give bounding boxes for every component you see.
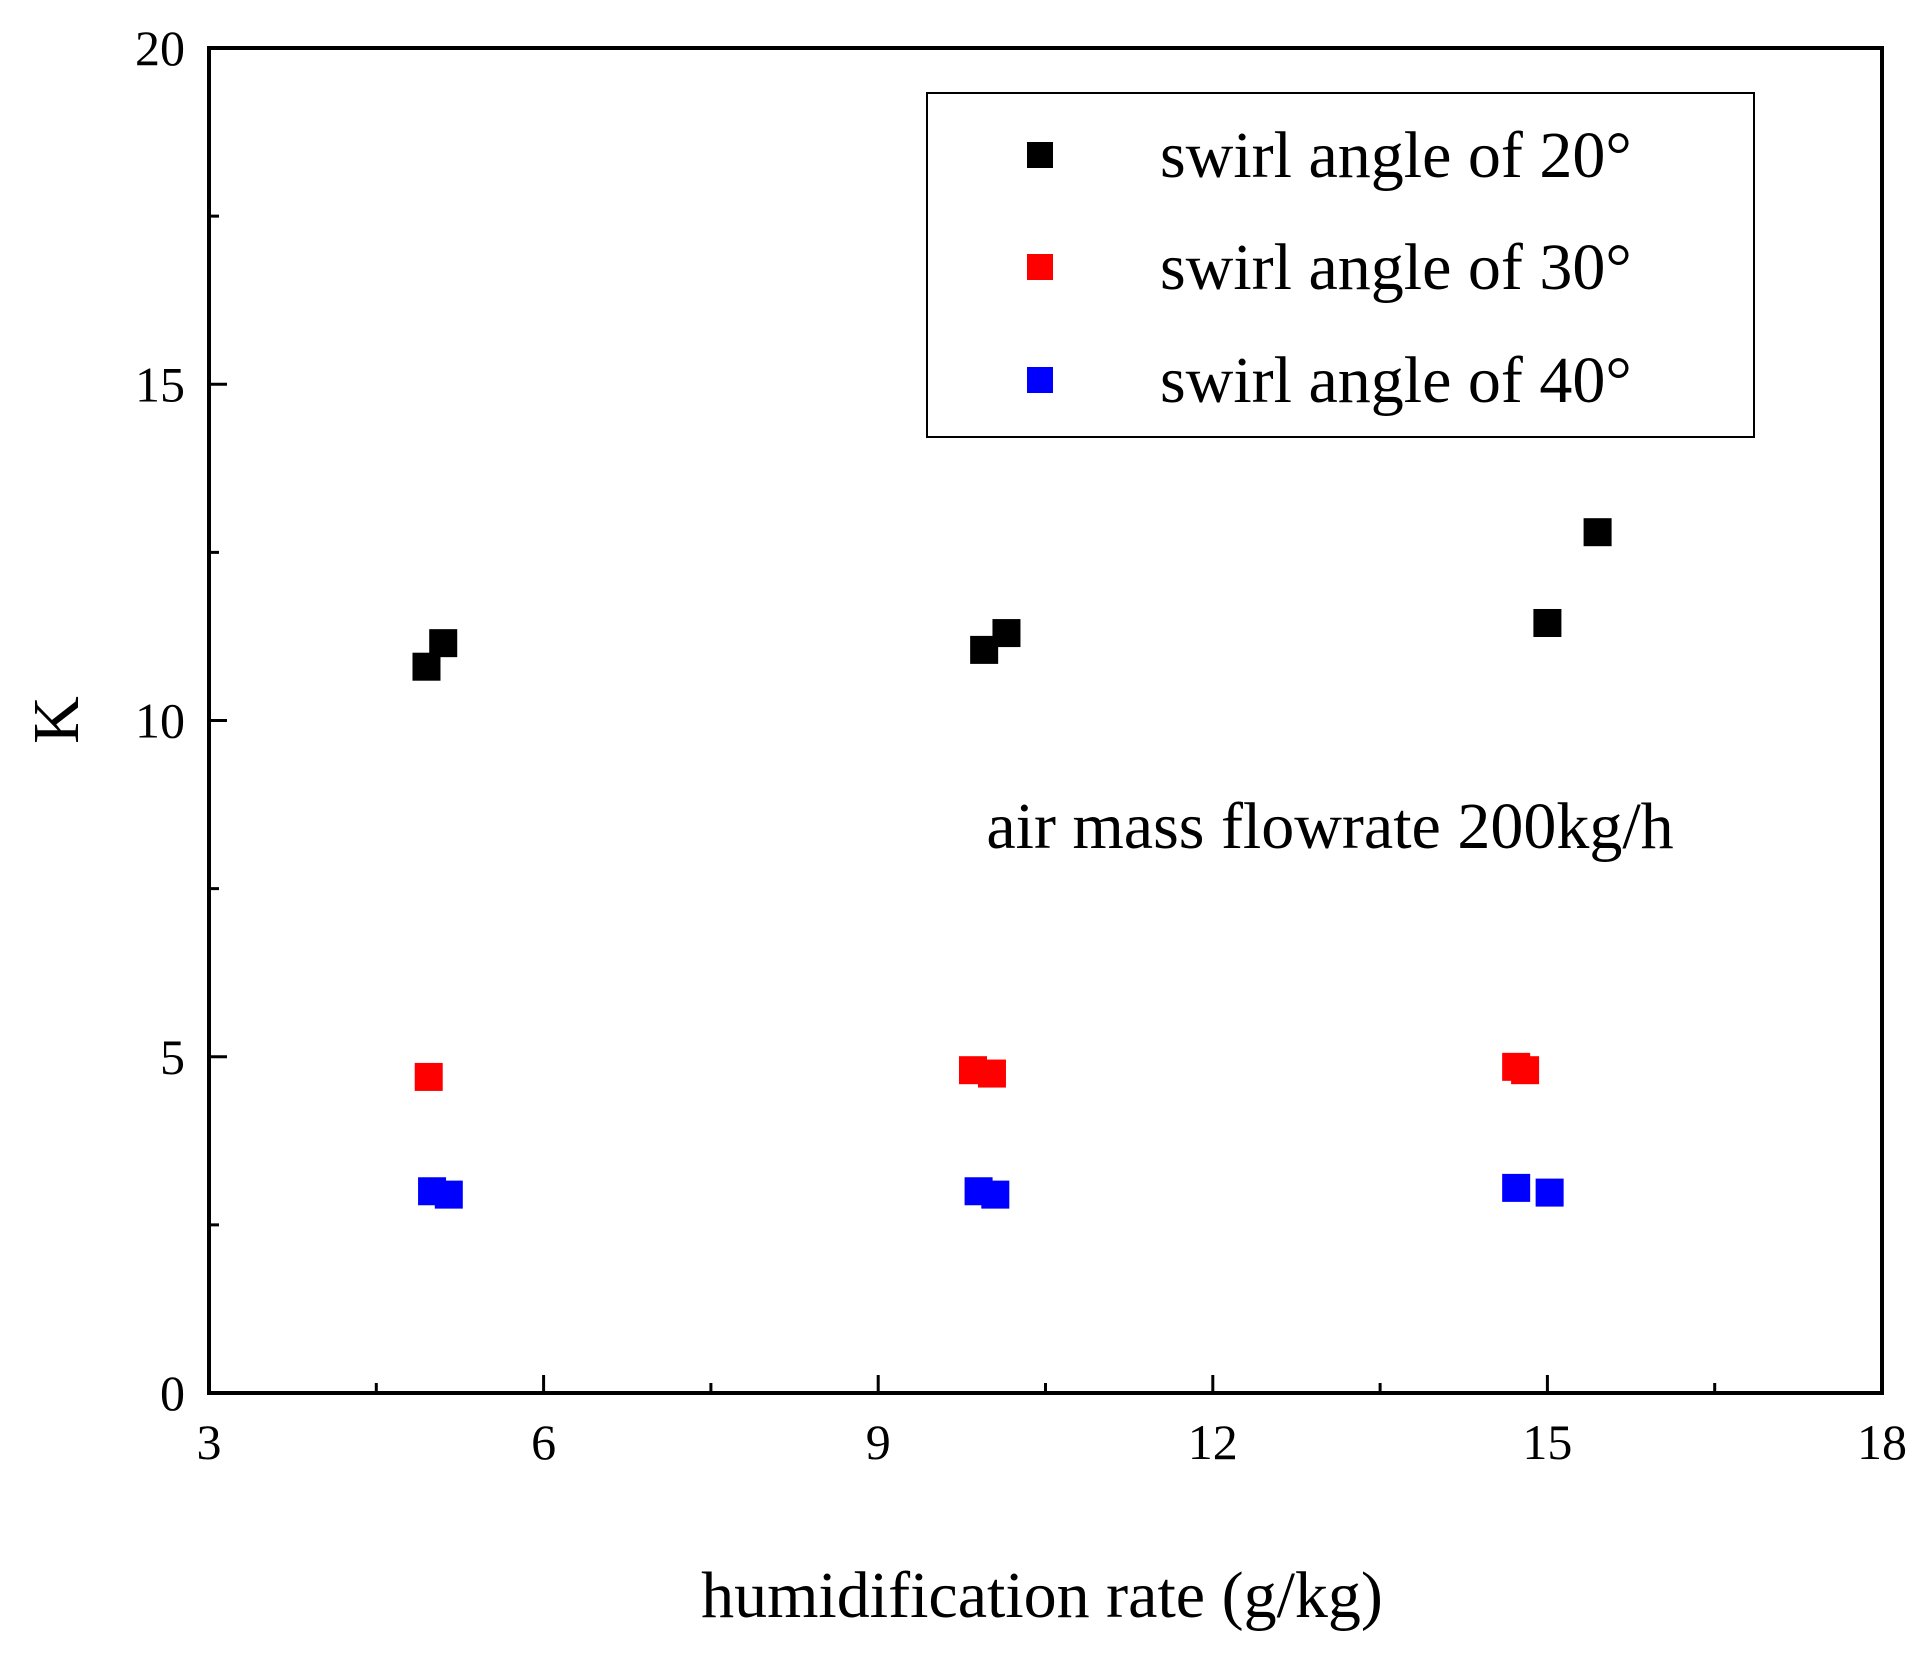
legend-label: swirl angle of 20° [1160, 119, 1632, 192]
plot-frame [207, 46, 1884, 1395]
data-points [412, 518, 1612, 1209]
annotation-text: air mass flowrate 200kg/h [986, 790, 1673, 863]
data-point [981, 1180, 1010, 1209]
y-tick-label: 0 [160, 1365, 185, 1421]
data-point [434, 1180, 463, 1209]
x-tick-label: 6 [531, 1414, 556, 1470]
data-point [1511, 1056, 1540, 1085]
data-point [414, 1062, 443, 1091]
y-tick-label: 20 [135, 20, 185, 76]
axis-tick-labels: 3 6 9 12 15 18 0 5 10 15 20 [135, 20, 1907, 1470]
data-point [1502, 1173, 1531, 1202]
legend-box [926, 92, 1755, 438]
data-point [1583, 518, 1612, 547]
legend: swirl angle of 20° swirl angle of 30° swir… [926, 92, 1755, 438]
x-tick-label: 3 [197, 1414, 222, 1470]
legend-label: swirl angle of 40° [1160, 344, 1632, 417]
legend-marker [1027, 367, 1053, 393]
x-axis-title: humidification rate (g/kg) [701, 1559, 1383, 1632]
data-point [412, 652, 441, 681]
legend-marker [1027, 142, 1053, 168]
legend-marker [1027, 254, 1053, 280]
legend-label: swirl angle of 30° [1160, 231, 1632, 304]
data-point [977, 1059, 1006, 1088]
data-point [1533, 608, 1562, 637]
y-tick-label: 10 [135, 693, 185, 749]
x-tick-label: 15 [1522, 1414, 1572, 1470]
data-point [1535, 1178, 1564, 1207]
legend-entries: swirl angle of 20° swirl angle of 30° swir… [1027, 119, 1632, 417]
y-tick-label: 15 [135, 356, 185, 412]
x-tick-label: 9 [866, 1414, 891, 1470]
y-tick-label: 5 [160, 1029, 185, 1085]
data-point [992, 619, 1021, 648]
y-axis-title: K [20, 696, 93, 744]
x-tick-label: 12 [1188, 1414, 1238, 1470]
data-point [429, 629, 458, 658]
x-tick-label: 18 [1857, 1414, 1907, 1470]
